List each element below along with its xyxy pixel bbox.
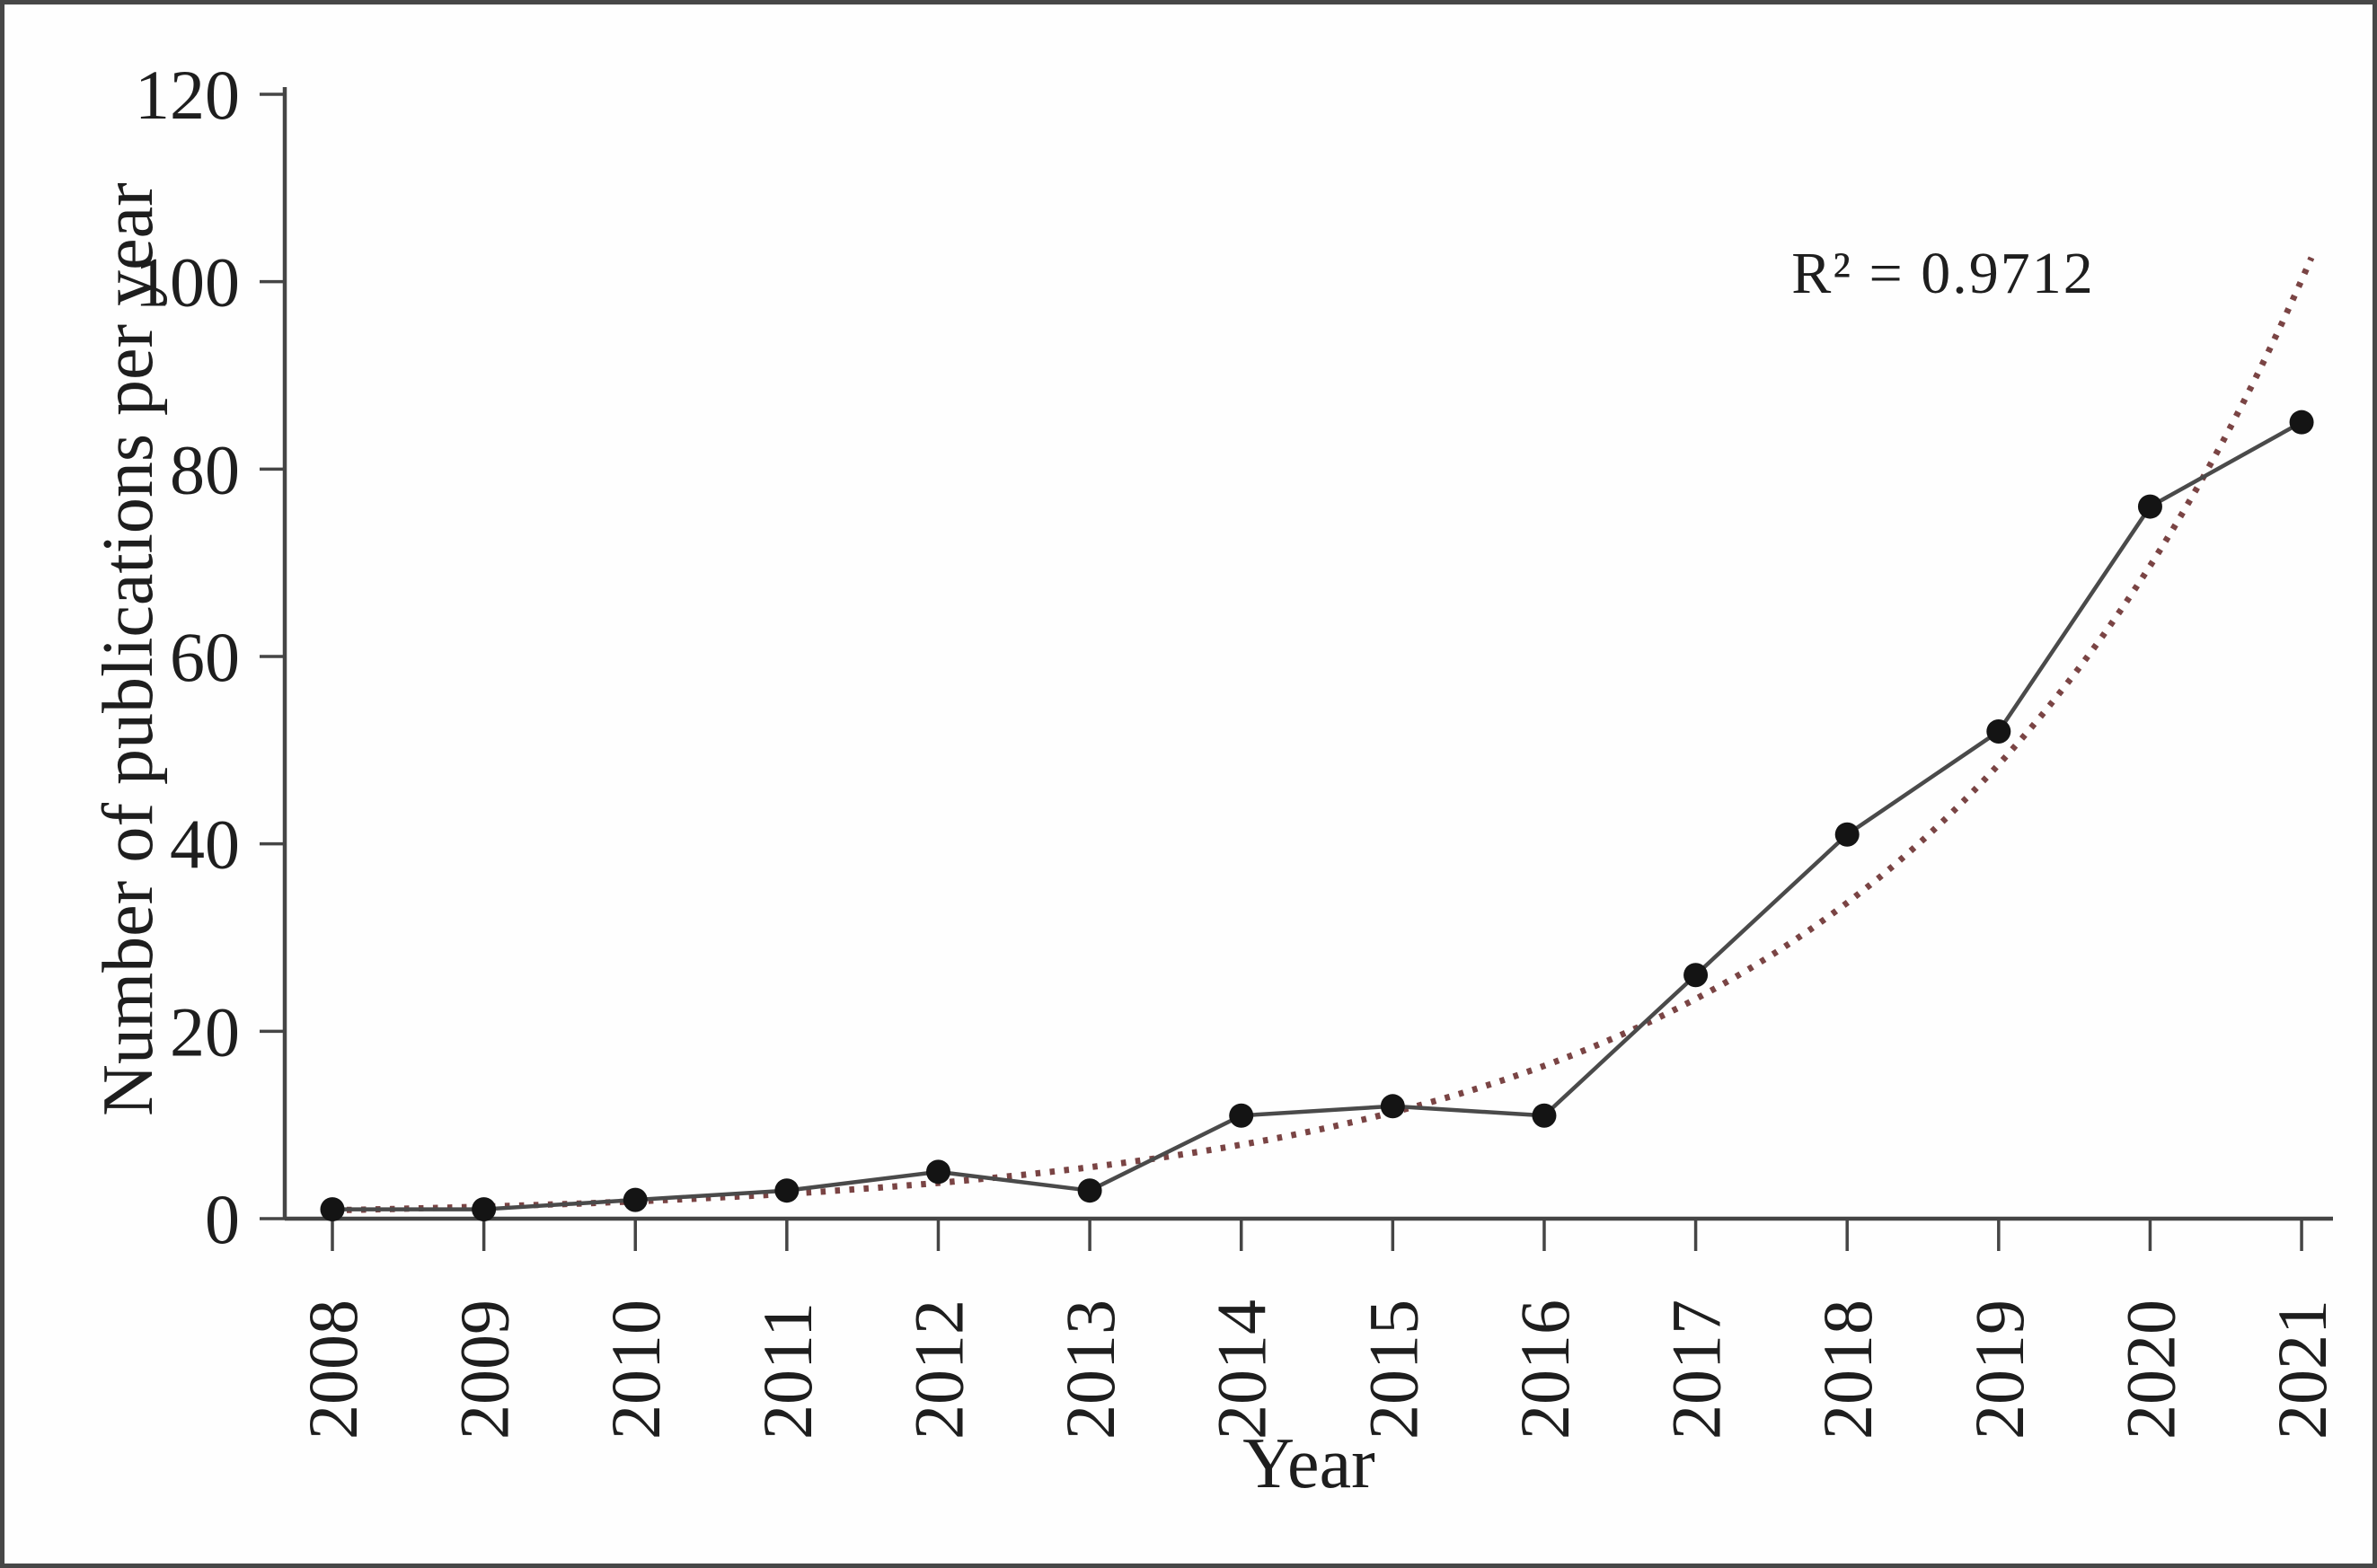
x-tick-label-2015: 2015	[1354, 1299, 1432, 1440]
x-tick-label-2012: 2012	[899, 1299, 977, 1440]
publications-series-line	[332, 420, 2303, 1211]
y-axis-title: Number of publications per year	[89, 182, 168, 1116]
y-tick-label-40: 40	[170, 806, 240, 884]
r-squared-annotation: R² = 0.9712	[1791, 241, 2095, 306]
data-point-2016	[1532, 1103, 1557, 1128]
data-point-2011	[774, 1178, 800, 1203]
x-tick-label-2009: 2009	[446, 1299, 524, 1440]
y-tick-label-80: 80	[170, 430, 240, 508]
data-point-2015	[1380, 1094, 1405, 1119]
data-point-2009	[472, 1197, 497, 1222]
x-tick-label-2019: 2019	[1960, 1299, 2038, 1440]
x-tick-label-2008: 2008	[294, 1299, 372, 1440]
publications-line-chart: 0 20 40 60 80 100 120 2008 2009 2010 2011 2012 2013 2…	[135, 56, 2341, 1440]
data-point-2018	[1834, 822, 1860, 847]
data-point-2010	[623, 1187, 648, 1212]
data-point-2008	[320, 1197, 345, 1222]
data-point-2021	[2289, 410, 2314, 435]
data-point-2013	[1077, 1178, 1102, 1203]
y-tick-label-60: 60	[170, 618, 240, 696]
y-tick-label-120: 120	[135, 56, 240, 134]
x-tick-label-2018: 2018	[1808, 1299, 1887, 1440]
y-tick-label-20: 20	[170, 992, 240, 1070]
x-tick-label-2016: 2016	[1506, 1299, 1584, 1440]
data-point-2019	[1986, 718, 2011, 744]
x-tick-label-2013: 2013	[1051, 1299, 1129, 1440]
x-tick-label-2021: 2021	[2263, 1299, 2341, 1440]
x-tick-label-2010: 2010	[596, 1299, 675, 1440]
y-tick-label-100: 100	[135, 243, 240, 322]
y-tick-label-0: 0	[205, 1180, 240, 1258]
x-tick-label-2011: 2011	[748, 1302, 826, 1440]
x-axis-title: Year	[1242, 1424, 1375, 1503]
x-tick-label-2014: 2014	[1203, 1299, 1281, 1440]
data-point-2012	[925, 1159, 950, 1185]
data-point-2017	[1683, 963, 1709, 988]
trendline-dotted	[331, 256, 2315, 1214]
x-tick-label-2020: 2020	[2111, 1299, 2189, 1440]
data-point-2020	[2137, 494, 2162, 519]
data-point-2014	[1229, 1103, 1254, 1128]
x-tick-label-2017: 2017	[1657, 1299, 1736, 1440]
